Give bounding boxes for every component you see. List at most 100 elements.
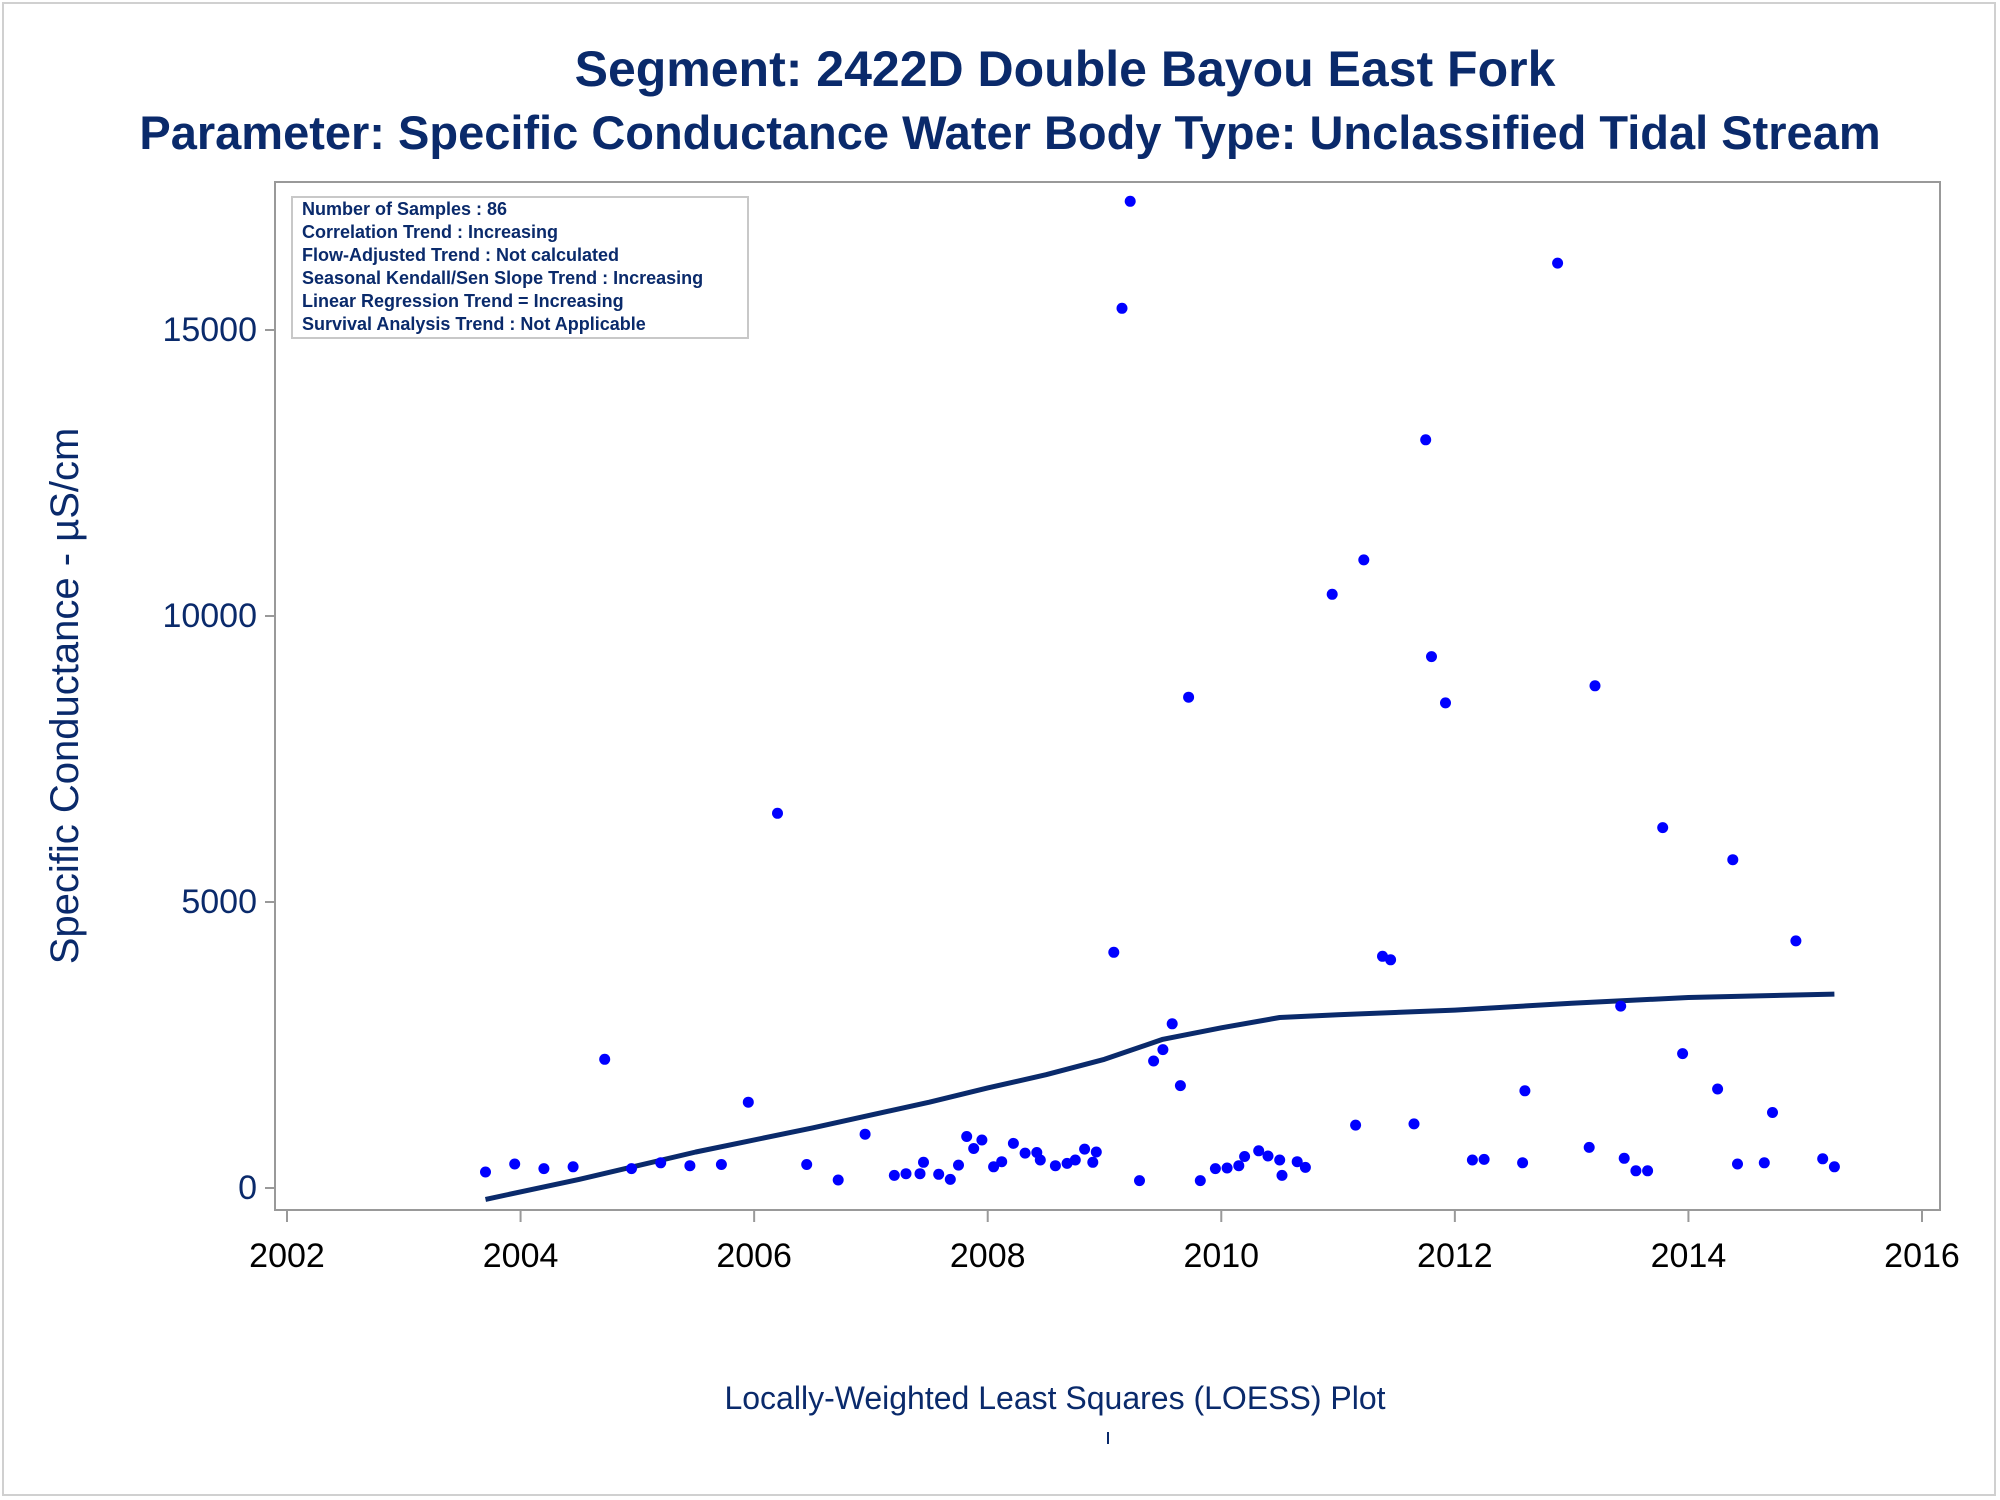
- data-point: [509, 1158, 521, 1170]
- x-tick-label: 2016: [1884, 1237, 1960, 1275]
- data-point: [655, 1157, 667, 1169]
- data-point: [1642, 1165, 1654, 1177]
- data-point: [832, 1174, 844, 1186]
- data-point: [961, 1131, 973, 1142]
- data-point: [1552, 257, 1564, 269]
- data-point: [1291, 1156, 1303, 1168]
- data-point: [567, 1161, 579, 1173]
- data-point: [918, 1156, 929, 1168]
- data-point: [1019, 1147, 1031, 1159]
- data-point: [976, 1134, 988, 1146]
- y-tick-label: 15000: [162, 311, 257, 349]
- data-point: [1420, 434, 1432, 446]
- data-point: [859, 1128, 871, 1140]
- data-point: [1090, 1146, 1102, 1158]
- data-point: [715, 1159, 727, 1170]
- data-point: [1326, 588, 1338, 600]
- data-point: [480, 1166, 491, 1178]
- data-point: [1727, 854, 1739, 866]
- data-point: [1007, 1137, 1019, 1149]
- chart-subtitle: Parameter: Specific Conductance Water Bo…: [139, 106, 1881, 159]
- info-box-line: Number of Samples : 86: [302, 199, 507, 219]
- data-point: [1034, 1154, 1046, 1166]
- data-point: [1049, 1160, 1061, 1172]
- data-point: [1157, 1044, 1169, 1056]
- data-point: [1657, 822, 1669, 834]
- data-point: [1350, 1119, 1362, 1131]
- y-tick-label: 5000: [181, 883, 257, 921]
- data-point: [1630, 1165, 1642, 1177]
- data-point: [1276, 1169, 1288, 1181]
- data-point: [684, 1160, 696, 1172]
- data-point: [944, 1173, 956, 1185]
- data-point: [888, 1169, 900, 1181]
- y-tick-label: 0: [238, 1169, 257, 1207]
- data-point: [1124, 195, 1136, 207]
- chart-title: Segment: 2422D Double Bayou East Fork: [574, 41, 1556, 97]
- data-point: [538, 1163, 550, 1175]
- data-point: [599, 1053, 611, 1065]
- data-point: [1408, 1118, 1420, 1130]
- data-point: [968, 1143, 980, 1154]
- info-box: [291, 196, 749, 339]
- x-tick-label: 2002: [249, 1237, 325, 1275]
- x-tick-label: 2004: [483, 1237, 559, 1275]
- data-point: [1262, 1150, 1274, 1162]
- data-point: [1233, 1160, 1245, 1172]
- data-point: [1183, 691, 1195, 703]
- data-point: [1677, 1048, 1689, 1060]
- data-point: [626, 1163, 637, 1175]
- footnote-tick: [1107, 1432, 1109, 1444]
- x-tick-label: 2008: [950, 1237, 1026, 1275]
- data-point: [1732, 1158, 1743, 1170]
- data-point: [1517, 1157, 1529, 1169]
- data-point: [772, 807, 783, 819]
- data-point: [914, 1168, 926, 1180]
- plot-frame: [274, 181, 1941, 1211]
- data-point: [1299, 1161, 1311, 1173]
- info-box-line: Seasonal Kendall/Sen Slope Trend : Incre…: [302, 268, 703, 288]
- data-point: [1253, 1145, 1265, 1157]
- x-tick-label: 2012: [1417, 1237, 1493, 1275]
- data-point: [988, 1161, 1000, 1173]
- data-point: [1148, 1055, 1160, 1067]
- data-point: [1194, 1175, 1206, 1187]
- data-point: [1079, 1143, 1091, 1155]
- data-point: [953, 1159, 964, 1171]
- data-point: [1116, 302, 1128, 314]
- data-point: [1209, 1163, 1221, 1175]
- data-point: [1358, 554, 1370, 566]
- data-point: [1828, 1161, 1840, 1173]
- data-point: [1274, 1154, 1286, 1166]
- plot-footnote: Locally-Weighted Least Squares (LOESS) P…: [724, 1380, 1386, 1416]
- data-point: [1440, 697, 1451, 709]
- data-point: [1087, 1156, 1099, 1168]
- info-box-line: Flow-Adjusted Trend : Not calculated: [302, 245, 619, 265]
- data-point: [742, 1096, 754, 1108]
- x-tick-label: 2010: [1183, 1237, 1259, 1275]
- data-point: [1589, 680, 1601, 692]
- data-point: [1221, 1162, 1233, 1174]
- data-point: [1385, 954, 1397, 966]
- info-box-line: Correlation Trend : Increasing: [302, 222, 558, 242]
- data-point: [1712, 1083, 1724, 1095]
- data-point: [1134, 1175, 1145, 1187]
- data-point: [1758, 1157, 1770, 1169]
- data-point: [801, 1159, 813, 1170]
- x-tick-label: 2006: [716, 1237, 792, 1275]
- data-point: [1519, 1085, 1531, 1097]
- data-point: [1583, 1141, 1595, 1153]
- y-tick-label: 10000: [162, 597, 257, 635]
- data-point: [1767, 1107, 1778, 1118]
- data-point: [1426, 651, 1437, 663]
- data-point: [1817, 1153, 1829, 1165]
- loess-line: [484, 991, 1835, 1202]
- data-point: [933, 1168, 945, 1180]
- info-box-line: Survival Analysis Trend : Not Applicable: [302, 314, 646, 334]
- data-point: [1615, 1000, 1627, 1012]
- data-point: [1174, 1080, 1186, 1092]
- data-point: [1108, 946, 1120, 958]
- x-tick-label: 2014: [1651, 1237, 1727, 1275]
